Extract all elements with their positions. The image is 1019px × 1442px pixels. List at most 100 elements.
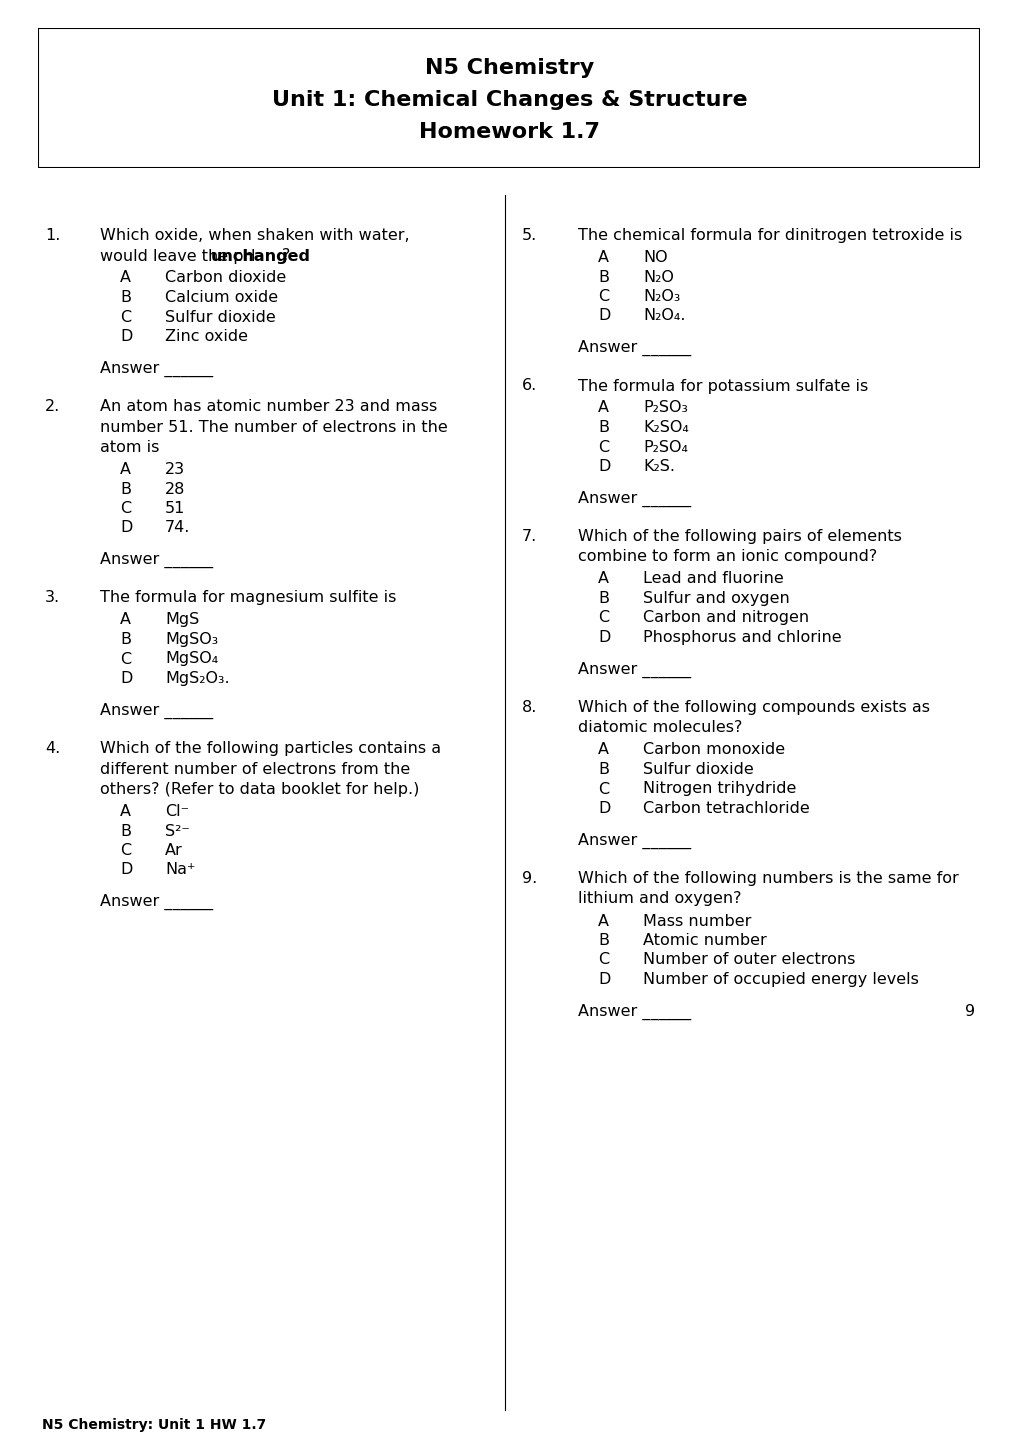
- Text: Answer ______: Answer ______: [578, 1004, 691, 1019]
- Text: unchanged: unchanged: [211, 248, 311, 264]
- Text: combine to form an ionic compound?: combine to form an ionic compound?: [578, 549, 876, 564]
- Text: 9: 9: [964, 1004, 974, 1018]
- Text: D: D: [597, 800, 609, 816]
- Text: Sulfur and oxygen: Sulfur and oxygen: [642, 591, 789, 606]
- Text: C: C: [120, 652, 131, 666]
- Text: C: C: [597, 440, 608, 454]
- Text: Sulfur dioxide: Sulfur dioxide: [642, 761, 753, 777]
- Text: D: D: [597, 459, 609, 474]
- Text: B: B: [120, 823, 130, 838]
- Text: N₂O₄.: N₂O₄.: [642, 309, 685, 323]
- Text: ?: ?: [281, 248, 290, 264]
- Text: would leave the pH: would leave the pH: [100, 248, 261, 264]
- Text: Unit 1: Chemical Changes & Structure: Unit 1: Chemical Changes & Structure: [272, 89, 747, 110]
- Text: Which of the following pairs of elements: Which of the following pairs of elements: [578, 529, 901, 544]
- Text: D: D: [120, 862, 132, 878]
- Text: different number of electrons from the: different number of electrons from the: [100, 761, 410, 776]
- Text: Homework 1.7: Homework 1.7: [419, 123, 600, 141]
- Text: Number of occupied energy levels: Number of occupied energy levels: [642, 972, 918, 986]
- Text: others? (Refer to data booklet for help.): others? (Refer to data booklet for help.…: [100, 782, 419, 797]
- Text: D: D: [120, 671, 132, 686]
- Text: Answer ______: Answer ______: [100, 702, 213, 718]
- Text: A: A: [597, 913, 608, 929]
- Text: Which of the following particles contains a: Which of the following particles contain…: [100, 741, 440, 756]
- Text: A: A: [597, 249, 608, 265]
- Text: A: A: [597, 401, 608, 415]
- Text: The chemical formula for dinitrogen tetroxide is: The chemical formula for dinitrogen tetr…: [578, 228, 961, 244]
- Text: 9.: 9.: [522, 871, 537, 885]
- Text: Mass number: Mass number: [642, 913, 751, 929]
- Text: A: A: [597, 743, 608, 757]
- Text: Which of the following compounds exists as: Which of the following compounds exists …: [578, 699, 929, 715]
- Text: N5 Chemistry: N5 Chemistry: [425, 58, 594, 78]
- Text: Answer ______: Answer ______: [578, 832, 691, 849]
- Text: A: A: [120, 613, 130, 627]
- Text: The formula for potassium sulfate is: The formula for potassium sulfate is: [578, 378, 867, 394]
- Text: An atom has atomic number 23 and mass: An atom has atomic number 23 and mass: [100, 399, 437, 414]
- Text: 28: 28: [165, 482, 185, 496]
- Text: B: B: [120, 290, 130, 306]
- Text: Answer ______: Answer ______: [100, 894, 213, 910]
- Text: Zinc oxide: Zinc oxide: [165, 329, 248, 345]
- Text: D: D: [597, 972, 609, 986]
- Text: MgSO₃: MgSO₃: [165, 632, 218, 647]
- Text: C: C: [120, 500, 131, 516]
- Text: N5 Chemistry: Unit 1 HW 1.7: N5 Chemistry: Unit 1 HW 1.7: [42, 1417, 266, 1432]
- Text: B: B: [597, 761, 608, 777]
- Text: 6.: 6.: [522, 378, 537, 394]
- Text: Ar: Ar: [165, 844, 182, 858]
- Text: MgS₂O₃.: MgS₂O₃.: [165, 671, 229, 686]
- Text: Cl⁻: Cl⁻: [165, 805, 189, 819]
- Text: D: D: [120, 521, 132, 535]
- Text: K₂SO₄: K₂SO₄: [642, 420, 688, 435]
- Text: 51: 51: [165, 500, 185, 516]
- Text: C: C: [597, 610, 608, 626]
- Text: C: C: [120, 844, 131, 858]
- Text: N₂O: N₂O: [642, 270, 674, 284]
- Text: Answer ______: Answer ______: [578, 340, 691, 356]
- Text: diatomic molecules?: diatomic molecules?: [578, 721, 742, 735]
- Text: A: A: [120, 461, 130, 477]
- Text: 2.: 2.: [45, 399, 60, 414]
- Text: A: A: [120, 271, 130, 286]
- Text: 3.: 3.: [45, 591, 60, 606]
- Text: D: D: [120, 329, 132, 345]
- Text: 1.: 1.: [45, 228, 60, 244]
- Text: C: C: [597, 288, 608, 304]
- Text: 8.: 8.: [522, 699, 537, 715]
- Text: B: B: [597, 420, 608, 435]
- Text: C: C: [120, 310, 131, 324]
- Text: C: C: [597, 782, 608, 796]
- Text: S²⁻: S²⁻: [165, 823, 190, 838]
- Text: Carbon dioxide: Carbon dioxide: [165, 271, 286, 286]
- Text: Carbon and nitrogen: Carbon and nitrogen: [642, 610, 808, 626]
- Text: B: B: [597, 270, 608, 284]
- Text: P₂SO₃: P₂SO₃: [642, 401, 688, 415]
- Text: number 51. The number of electrons in the: number 51. The number of electrons in th…: [100, 420, 447, 434]
- Text: Phosphorus and chlorine: Phosphorus and chlorine: [642, 630, 841, 645]
- Text: Lead and fluorine: Lead and fluorine: [642, 571, 783, 587]
- Text: Number of outer electrons: Number of outer electrons: [642, 953, 855, 968]
- Text: Answer ______: Answer ______: [100, 360, 213, 376]
- Text: Calcium oxide: Calcium oxide: [165, 290, 278, 306]
- Text: Carbon monoxide: Carbon monoxide: [642, 743, 785, 757]
- Text: atom is: atom is: [100, 440, 159, 456]
- Text: Answer ______: Answer ______: [578, 662, 691, 678]
- Text: Which oxide, when shaken with water,: Which oxide, when shaken with water,: [100, 228, 410, 244]
- Text: B: B: [597, 591, 608, 606]
- Text: Nitrogen trihydride: Nitrogen trihydride: [642, 782, 796, 796]
- Text: D: D: [597, 630, 609, 645]
- Text: K₂S.: K₂S.: [642, 459, 675, 474]
- Text: Which of the following numbers is the same for: Which of the following numbers is the sa…: [578, 871, 958, 885]
- Text: Carbon tetrachloride: Carbon tetrachloride: [642, 800, 809, 816]
- Text: C: C: [597, 953, 608, 968]
- Text: 5.: 5.: [522, 228, 537, 244]
- Text: Atomic number: Atomic number: [642, 933, 766, 947]
- Text: A: A: [120, 805, 130, 819]
- Text: B: B: [120, 482, 130, 496]
- Text: D: D: [597, 309, 609, 323]
- Text: Sulfur dioxide: Sulfur dioxide: [165, 310, 275, 324]
- Text: A: A: [597, 571, 608, 587]
- Text: MgSO₄: MgSO₄: [165, 652, 218, 666]
- Text: 7.: 7.: [522, 529, 537, 544]
